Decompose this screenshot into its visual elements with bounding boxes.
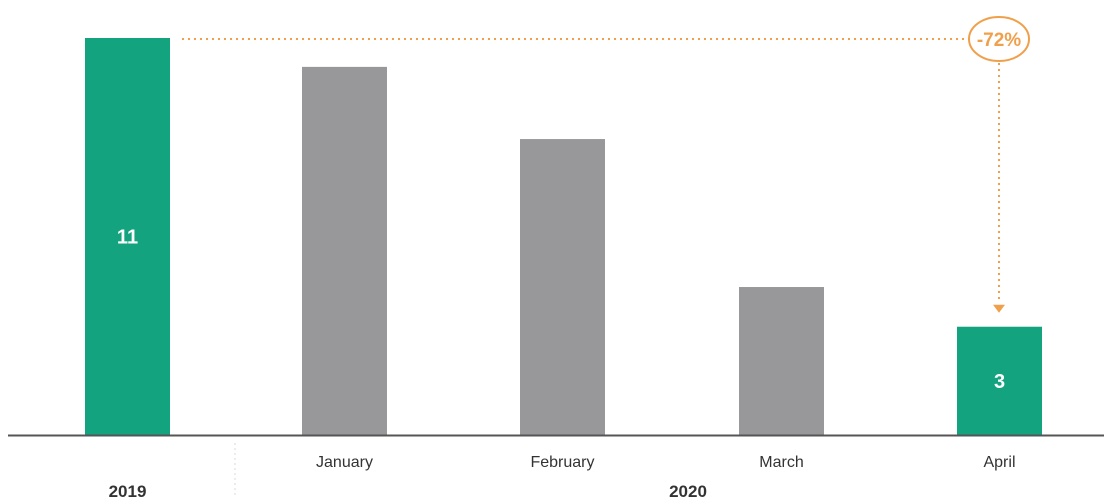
x-tick-label-march: March [759, 454, 803, 471]
group-label-2019: 2019 [109, 482, 147, 501]
bar-february [520, 139, 605, 435]
annotation-callout-circle [968, 16, 1030, 62]
x-tick-label-february: February [530, 454, 594, 471]
bar-april [957, 326, 1042, 435]
x-tick-label-april: April [983, 454, 1015, 471]
bar-value-label-april: 3 [994, 371, 1005, 393]
bar-january [302, 66, 387, 435]
bar-value-label-2019: 11 [117, 227, 138, 249]
bar-march [739, 287, 824, 435]
annotation-callout-text: -72% [977, 30, 1021, 51]
group-label-2020: 2020 [669, 482, 707, 501]
x-tick-label-january: January [316, 454, 373, 471]
bar-2019 [85, 38, 170, 435]
annotation-arrow-icon [993, 304, 1005, 313]
